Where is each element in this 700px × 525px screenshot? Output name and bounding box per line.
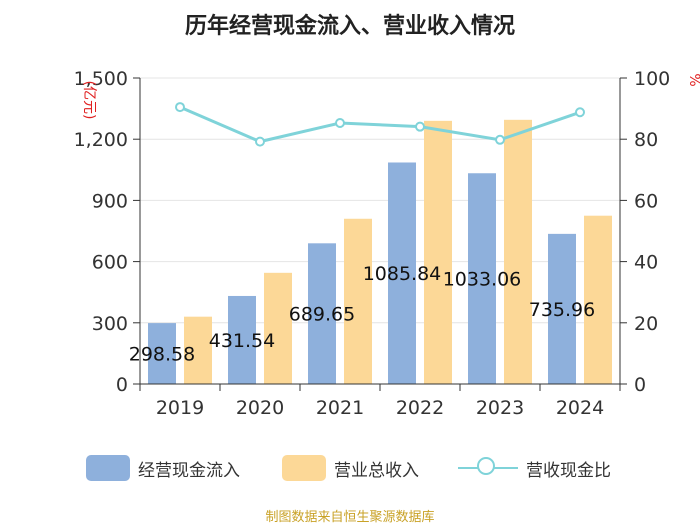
legend-label-revenue: 营业总收入: [334, 460, 419, 481]
right-axis-label: %: [686, 73, 700, 86]
left-axis-tick-label: 1,500: [74, 68, 128, 90]
legend-label-cash-inflow: 经营现金流入: [138, 460, 240, 481]
legend-swatch-revenue: [282, 455, 326, 481]
right-axis-tick-label: 80: [634, 129, 658, 151]
ratio-point: [575, 107, 585, 118]
axes: 0 300 600 900 1,200 1,500 0 20 40 60 80 100 (亿元)% 201…: [74, 68, 700, 419]
ratio-point: [335, 117, 345, 128]
bar-cash-inflow: [308, 243, 336, 384]
x-axis-tick-label: 2024: [556, 397, 604, 419]
left-axis-tick-label: 0: [116, 374, 128, 396]
data-label-cash-inflow: 735.96: [529, 299, 595, 321]
x-axis-tick-label: 2020: [236, 397, 284, 419]
legend-item-revenue[interactable]: 营业总收入: [282, 452, 419, 484]
bar-revenue: [344, 218, 372, 384]
bar-cash-inflow: [228, 295, 256, 384]
right-axis-tick-label: 20: [634, 313, 658, 335]
bar-series: [148, 119, 612, 384]
bar-revenue: [264, 272, 292, 384]
legend-label-ratio: 营收现金比: [526, 460, 611, 481]
right-axis-tick-label: 100: [634, 68, 670, 90]
left-axis-tick-label: 900: [92, 190, 128, 212]
x-axis-tick-label: 2022: [396, 397, 444, 419]
x-axis-tick-label: 2021: [316, 397, 364, 419]
bar-cash-inflow: [548, 233, 576, 384]
bar-cash-inflow: [388, 162, 416, 384]
left-axis-tick-label: 1,200: [74, 129, 128, 151]
data-labels: 298.58 431.54 689.65 1085.84 1033.06 735.96: [129, 263, 595, 365]
data-label-cash-inflow: 431.54: [209, 330, 275, 352]
combo-chart: 0 300 600 900 1,200 1,500 0 20 40 60 80 100 (亿元)% 201…: [74, 68, 700, 419]
ratio-line: [179, 105, 581, 144]
data-label-cash-inflow: 1033.06: [443, 269, 522, 291]
data-label-cash-inflow: 689.65: [289, 304, 355, 326]
ratio-point: [495, 134, 505, 145]
ratio-point: [415, 121, 425, 132]
x-axis-tick-label: 2023: [476, 397, 524, 419]
ratio-line-series: [175, 102, 585, 147]
bar-revenue: [584, 215, 612, 384]
ratio-point: [255, 136, 265, 147]
bar-revenue: [424, 120, 452, 384]
x-axis-tick-label: 2019: [156, 397, 204, 419]
bar-cash-inflow: [148, 323, 176, 384]
legend-item-cash-inflow[interactable]: 经营现金流入: [86, 452, 240, 484]
ratio-point: [175, 102, 185, 113]
bar-cash-inflow: [468, 173, 496, 384]
left-axis-tick-label: 600: [92, 252, 128, 274]
bar-revenue: [184, 316, 212, 384]
legend: 经营现金流入 营业总收入 营收现金比: [0, 452, 700, 484]
legend-swatch-ratio: [458, 455, 518, 481]
data-label-cash-inflow: 298.58: [129, 344, 195, 366]
chart-title: 历年经营现金流入、营业收入情况: [184, 14, 515, 39]
right-axis-tick-label: 60: [634, 190, 658, 212]
legend-item-ratio[interactable]: 营收现金比: [458, 452, 611, 484]
bar-revenue: [504, 119, 532, 384]
left-axis-label: (亿元): [81, 81, 97, 120]
data-label-cash-inflow: 1085.84: [363, 263, 442, 285]
source-note: 制图数据来自恒生聚源数据库: [265, 510, 435, 525]
right-axis-tick-label: 40: [634, 252, 658, 274]
legend-swatch-cash-inflow: [86, 455, 130, 481]
right-axis-tick-label: 0: [634, 374, 646, 396]
left-axis-tick-label: 300: [92, 313, 128, 335]
